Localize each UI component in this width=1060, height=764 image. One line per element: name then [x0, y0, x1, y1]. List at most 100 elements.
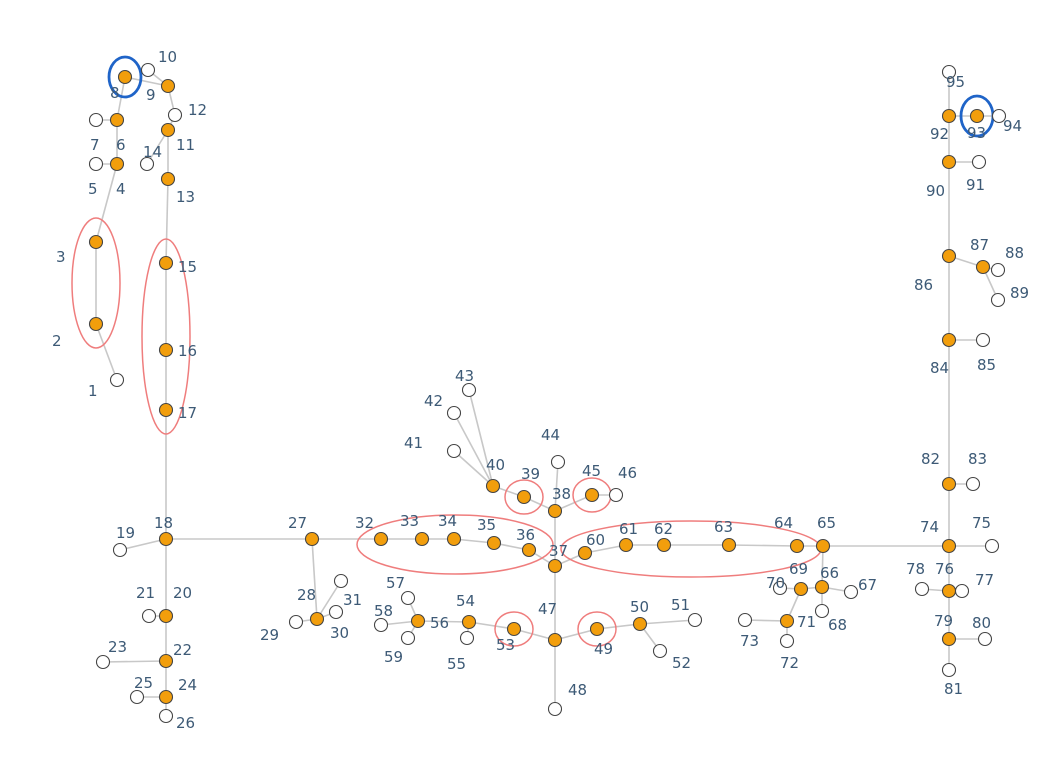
node-label-63: 63: [714, 518, 733, 536]
node-label-83: 83: [968, 450, 987, 468]
node-label-36: 36: [516, 526, 535, 544]
edge-49-50: [596, 623, 641, 630]
node-label-3: 3: [56, 248, 66, 266]
edge-40-43: [468, 389, 494, 487]
node-21: [141, 608, 157, 624]
node-label-91: 91: [966, 176, 985, 194]
node-8: [117, 69, 133, 85]
node-79: [941, 631, 957, 647]
edge-8-9: [124, 76, 169, 87]
node-label-67: 67: [858, 576, 877, 594]
node-27: [304, 531, 320, 547]
node-label-70: 70: [766, 574, 785, 592]
node-39: [516, 489, 532, 505]
edge-53-54: [468, 621, 515, 630]
node-label-93: 93: [967, 124, 986, 142]
node-label-5: 5: [88, 180, 98, 198]
node-31: [333, 573, 349, 589]
edge-50-51: [639, 619, 696, 625]
edge-38-44: [554, 461, 559, 512]
node-label-35: 35: [477, 516, 496, 534]
node-4: [109, 156, 125, 172]
node-87: [975, 259, 991, 275]
node-label-74: 74: [920, 518, 939, 536]
node-10: [140, 62, 156, 78]
node-86: [941, 248, 957, 264]
node-89: [990, 292, 1006, 308]
node-label-54: 54: [456, 592, 475, 610]
edge-22-23: [102, 660, 167, 663]
node-label-82: 82: [921, 450, 940, 468]
edge-1-2: [95, 323, 118, 381]
node-label-13: 13: [176, 188, 195, 206]
node-18: [158, 531, 174, 547]
red-highlight-53: [494, 611, 534, 647]
node-64: [789, 538, 805, 554]
node-label-45: 45: [582, 462, 601, 480]
node-label-57: 57: [386, 574, 405, 592]
node-62: [656, 537, 672, 553]
node-label-87: 87: [970, 236, 989, 254]
node-label-4: 4: [116, 180, 126, 198]
node-42: [446, 405, 462, 421]
node-label-42: 42: [424, 392, 443, 410]
node-label-95: 95: [946, 73, 965, 91]
node-13: [160, 171, 176, 187]
node-5: [88, 156, 104, 172]
node-95: [941, 64, 957, 80]
node-label-8: 8: [110, 84, 120, 102]
edge-40-41: [453, 450, 494, 487]
node-75: [984, 538, 1000, 554]
node-69: [793, 581, 809, 597]
edge-layer: [95, 69, 999, 716]
node-label-47: 47: [538, 600, 557, 618]
node-label-17: 17: [178, 404, 197, 422]
node-51: [687, 612, 703, 628]
node-25: [129, 689, 145, 705]
node-label-58: 58: [374, 602, 393, 620]
edge-27-28: [311, 538, 318, 620]
node-90: [941, 154, 957, 170]
node-32: [373, 531, 389, 547]
node-label-37: 37: [549, 542, 568, 560]
node-label-75: 75: [972, 514, 991, 532]
node-73: [737, 612, 753, 628]
node-label-92: 92: [930, 125, 949, 143]
node-label-62: 62: [654, 520, 673, 538]
node-50: [632, 616, 648, 632]
node-label-29: 29: [260, 626, 279, 644]
red-highlight-32-33-34-35-36: [356, 514, 554, 575]
node-label-50: 50: [630, 598, 649, 616]
node-label-18: 18: [154, 514, 173, 532]
node-19: [112, 542, 128, 558]
node-76: [941, 583, 957, 599]
node-60: [577, 545, 593, 561]
node-label-60: 60: [586, 531, 605, 549]
node-1: [109, 372, 125, 388]
node-layer: [88, 62, 1007, 724]
edge-3-4: [95, 163, 118, 243]
node-label-40: 40: [486, 456, 505, 474]
node-label-84: 84: [930, 359, 949, 377]
node-6: [109, 112, 125, 128]
node-label-55: 55: [447, 655, 466, 673]
node-38: [547, 503, 563, 519]
node-label-68: 68: [828, 616, 847, 634]
edge-47-49: [554, 628, 598, 641]
node-label-51: 51: [671, 596, 690, 614]
node-44: [550, 454, 566, 470]
node-label-78: 78: [906, 560, 925, 578]
node-78: [914, 581, 930, 597]
node-label-11: 11: [176, 136, 195, 154]
node-label-44: 44: [541, 426, 560, 444]
node-label-15: 15: [178, 258, 197, 276]
node-label-52: 52: [672, 654, 691, 672]
node-41: [446, 443, 462, 459]
node-22: [158, 653, 174, 669]
node-label-65: 65: [817, 514, 836, 532]
node-40: [485, 478, 501, 494]
node-36: [521, 542, 537, 558]
node-label-33: 33: [400, 512, 419, 530]
node-label-94: 94: [1003, 117, 1022, 135]
node-label-76: 76: [935, 560, 954, 578]
